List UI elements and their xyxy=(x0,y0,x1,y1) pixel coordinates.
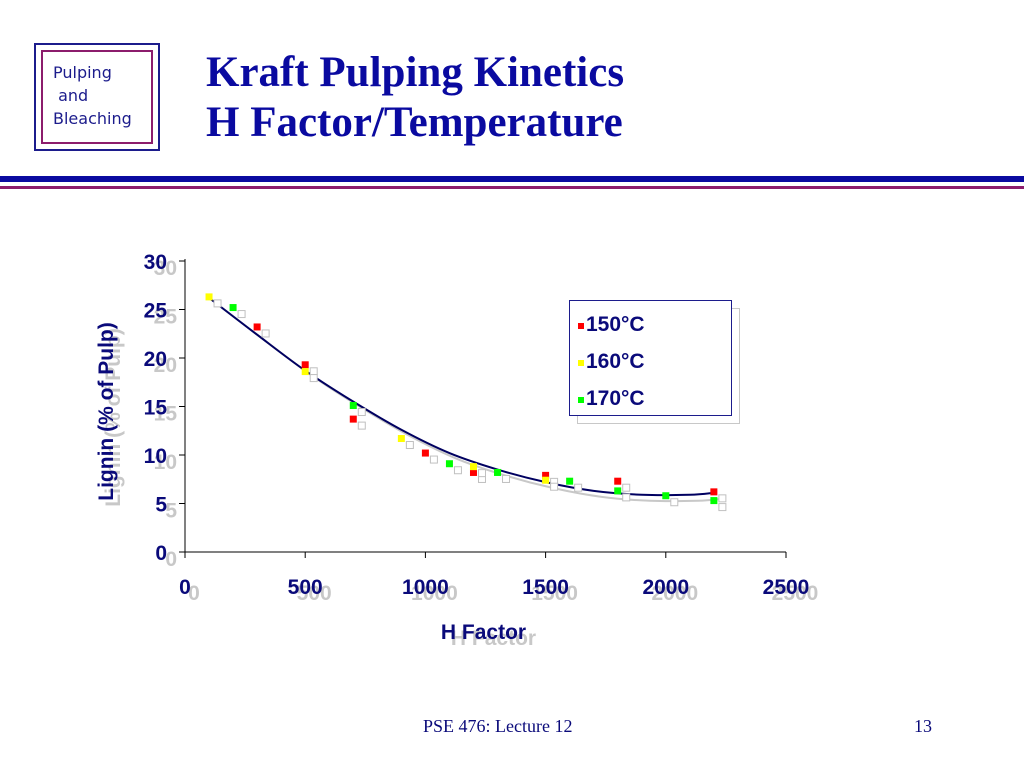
data-point-170 xyxy=(662,492,670,500)
data-point-shadow xyxy=(502,474,511,483)
y-tick-label: 25 xyxy=(144,300,168,323)
x-axis-title: H Factor xyxy=(441,621,526,644)
x-axis-title-shadow: H Factor xyxy=(451,627,536,650)
y-tick-label: 30 xyxy=(144,251,167,274)
data-point-shadow xyxy=(261,329,270,338)
course-logo: Pulping and Bleaching xyxy=(34,43,160,151)
data-point-shadow xyxy=(574,483,583,492)
y-axis-title: Lignin (% of Pulp) xyxy=(95,322,118,500)
data-point-shadow xyxy=(405,441,414,450)
x-tick-label: 500 xyxy=(288,576,323,599)
data-point-170 xyxy=(614,487,622,495)
data-point-shadow xyxy=(357,421,366,430)
data-point-150 xyxy=(710,488,718,496)
logo-line-2: and xyxy=(53,86,89,105)
x-tick-label-shadow: 1000 xyxy=(411,582,458,605)
data-point-160 xyxy=(542,476,550,484)
data-point-shadow xyxy=(718,503,727,512)
data-point-150 xyxy=(253,323,261,331)
trendline xyxy=(208,297,714,497)
y-tick-label-shadow: 20 xyxy=(154,354,177,377)
data-point-shadow xyxy=(213,299,222,308)
data-point-170 xyxy=(494,468,502,476)
data-point-160 xyxy=(469,463,477,471)
data-point-150 xyxy=(421,449,429,457)
y-tick-label: 20 xyxy=(144,348,167,371)
data-point-shadow xyxy=(670,498,679,507)
data-point-160 xyxy=(301,368,309,376)
y-tick-label: 15 xyxy=(144,397,168,420)
data-point-shadow xyxy=(237,310,246,319)
chart-legend: 150°C 160°C 170°C xyxy=(569,300,732,416)
data-point-shadow xyxy=(429,455,438,464)
header-rule-blue xyxy=(0,176,1024,182)
y-tick-label-shadow: 30 xyxy=(154,257,177,280)
legend-label-160: 160°C xyxy=(586,350,645,373)
data-point-shadow xyxy=(453,466,462,475)
y-tick-label-shadow: 10 xyxy=(154,451,177,474)
data-point-shadow xyxy=(309,367,318,376)
x-tick-label: 2000 xyxy=(642,576,689,599)
x-tick-label: 2500 xyxy=(763,576,810,599)
x-tick-label-shadow: 500 xyxy=(297,582,332,605)
legend-label-150: 150°C xyxy=(586,313,645,336)
legend-label-170: 170°C xyxy=(586,387,645,410)
slide-title: Kraft Pulping Kinetics H Factor/Temperat… xyxy=(206,48,624,148)
y-tick-label-shadow: 5 xyxy=(165,500,177,523)
x-tick-label: 1500 xyxy=(522,576,569,599)
y-axis-title-shadow: Lignin (% of Pulp) xyxy=(102,328,125,506)
x-tick-label: 0 xyxy=(179,576,191,599)
x-tick-label-shadow: 2000 xyxy=(651,582,698,605)
y-tick-label-shadow: 25 xyxy=(154,306,178,329)
logo-line-1: Pulping xyxy=(53,63,112,82)
data-point-160 xyxy=(397,435,405,443)
data-point-170 xyxy=(710,497,718,505)
data-point-170 xyxy=(566,477,574,485)
data-point-150 xyxy=(349,415,357,423)
data-point-shadow xyxy=(622,483,631,492)
x-tick-label-shadow: 1500 xyxy=(531,582,578,605)
legend-swatch-160 xyxy=(578,360,584,366)
x-tick-label-shadow: 2500 xyxy=(772,582,819,605)
data-point-170 xyxy=(229,304,237,312)
y-tick-label: 5 xyxy=(155,494,167,517)
y-tick-label-shadow: 15 xyxy=(154,403,178,426)
header-rule-purple xyxy=(0,186,1024,189)
data-point-150 xyxy=(614,477,622,485)
data-point-150 xyxy=(301,361,309,369)
data-point-shadow xyxy=(477,469,486,478)
slide-title-line-1: Kraft Pulping Kinetics xyxy=(206,49,625,96)
data-point-shadow xyxy=(357,408,366,417)
legend-swatch-170 xyxy=(578,397,584,403)
footer-course: PSE 476: Lecture 12 xyxy=(423,716,573,736)
data-point-160 xyxy=(205,293,213,301)
x-tick-label: 1000 xyxy=(402,576,449,599)
data-point-shadow xyxy=(309,374,318,383)
footer-page-number: 13 xyxy=(914,716,932,736)
data-point-150 xyxy=(542,471,550,479)
data-point-170 xyxy=(445,460,453,468)
logo-line-3: Bleaching xyxy=(53,109,132,128)
data-point-170 xyxy=(349,402,357,410)
data-point-shadow xyxy=(622,493,631,502)
data-point-150 xyxy=(469,468,477,476)
data-point-shadow xyxy=(550,482,559,491)
course-logo-inner: Pulping and Bleaching xyxy=(41,50,153,144)
legend-swatch-150 xyxy=(578,323,584,329)
y-tick-label: 10 xyxy=(144,445,167,468)
x-tick-label-shadow: 0 xyxy=(188,582,200,605)
data-point-shadow xyxy=(718,494,727,503)
y-tick-label-shadow: 0 xyxy=(165,548,177,571)
y-tick-label: 0 xyxy=(155,542,167,565)
slide-title-line-2: H Factor/Temperature xyxy=(206,99,623,146)
